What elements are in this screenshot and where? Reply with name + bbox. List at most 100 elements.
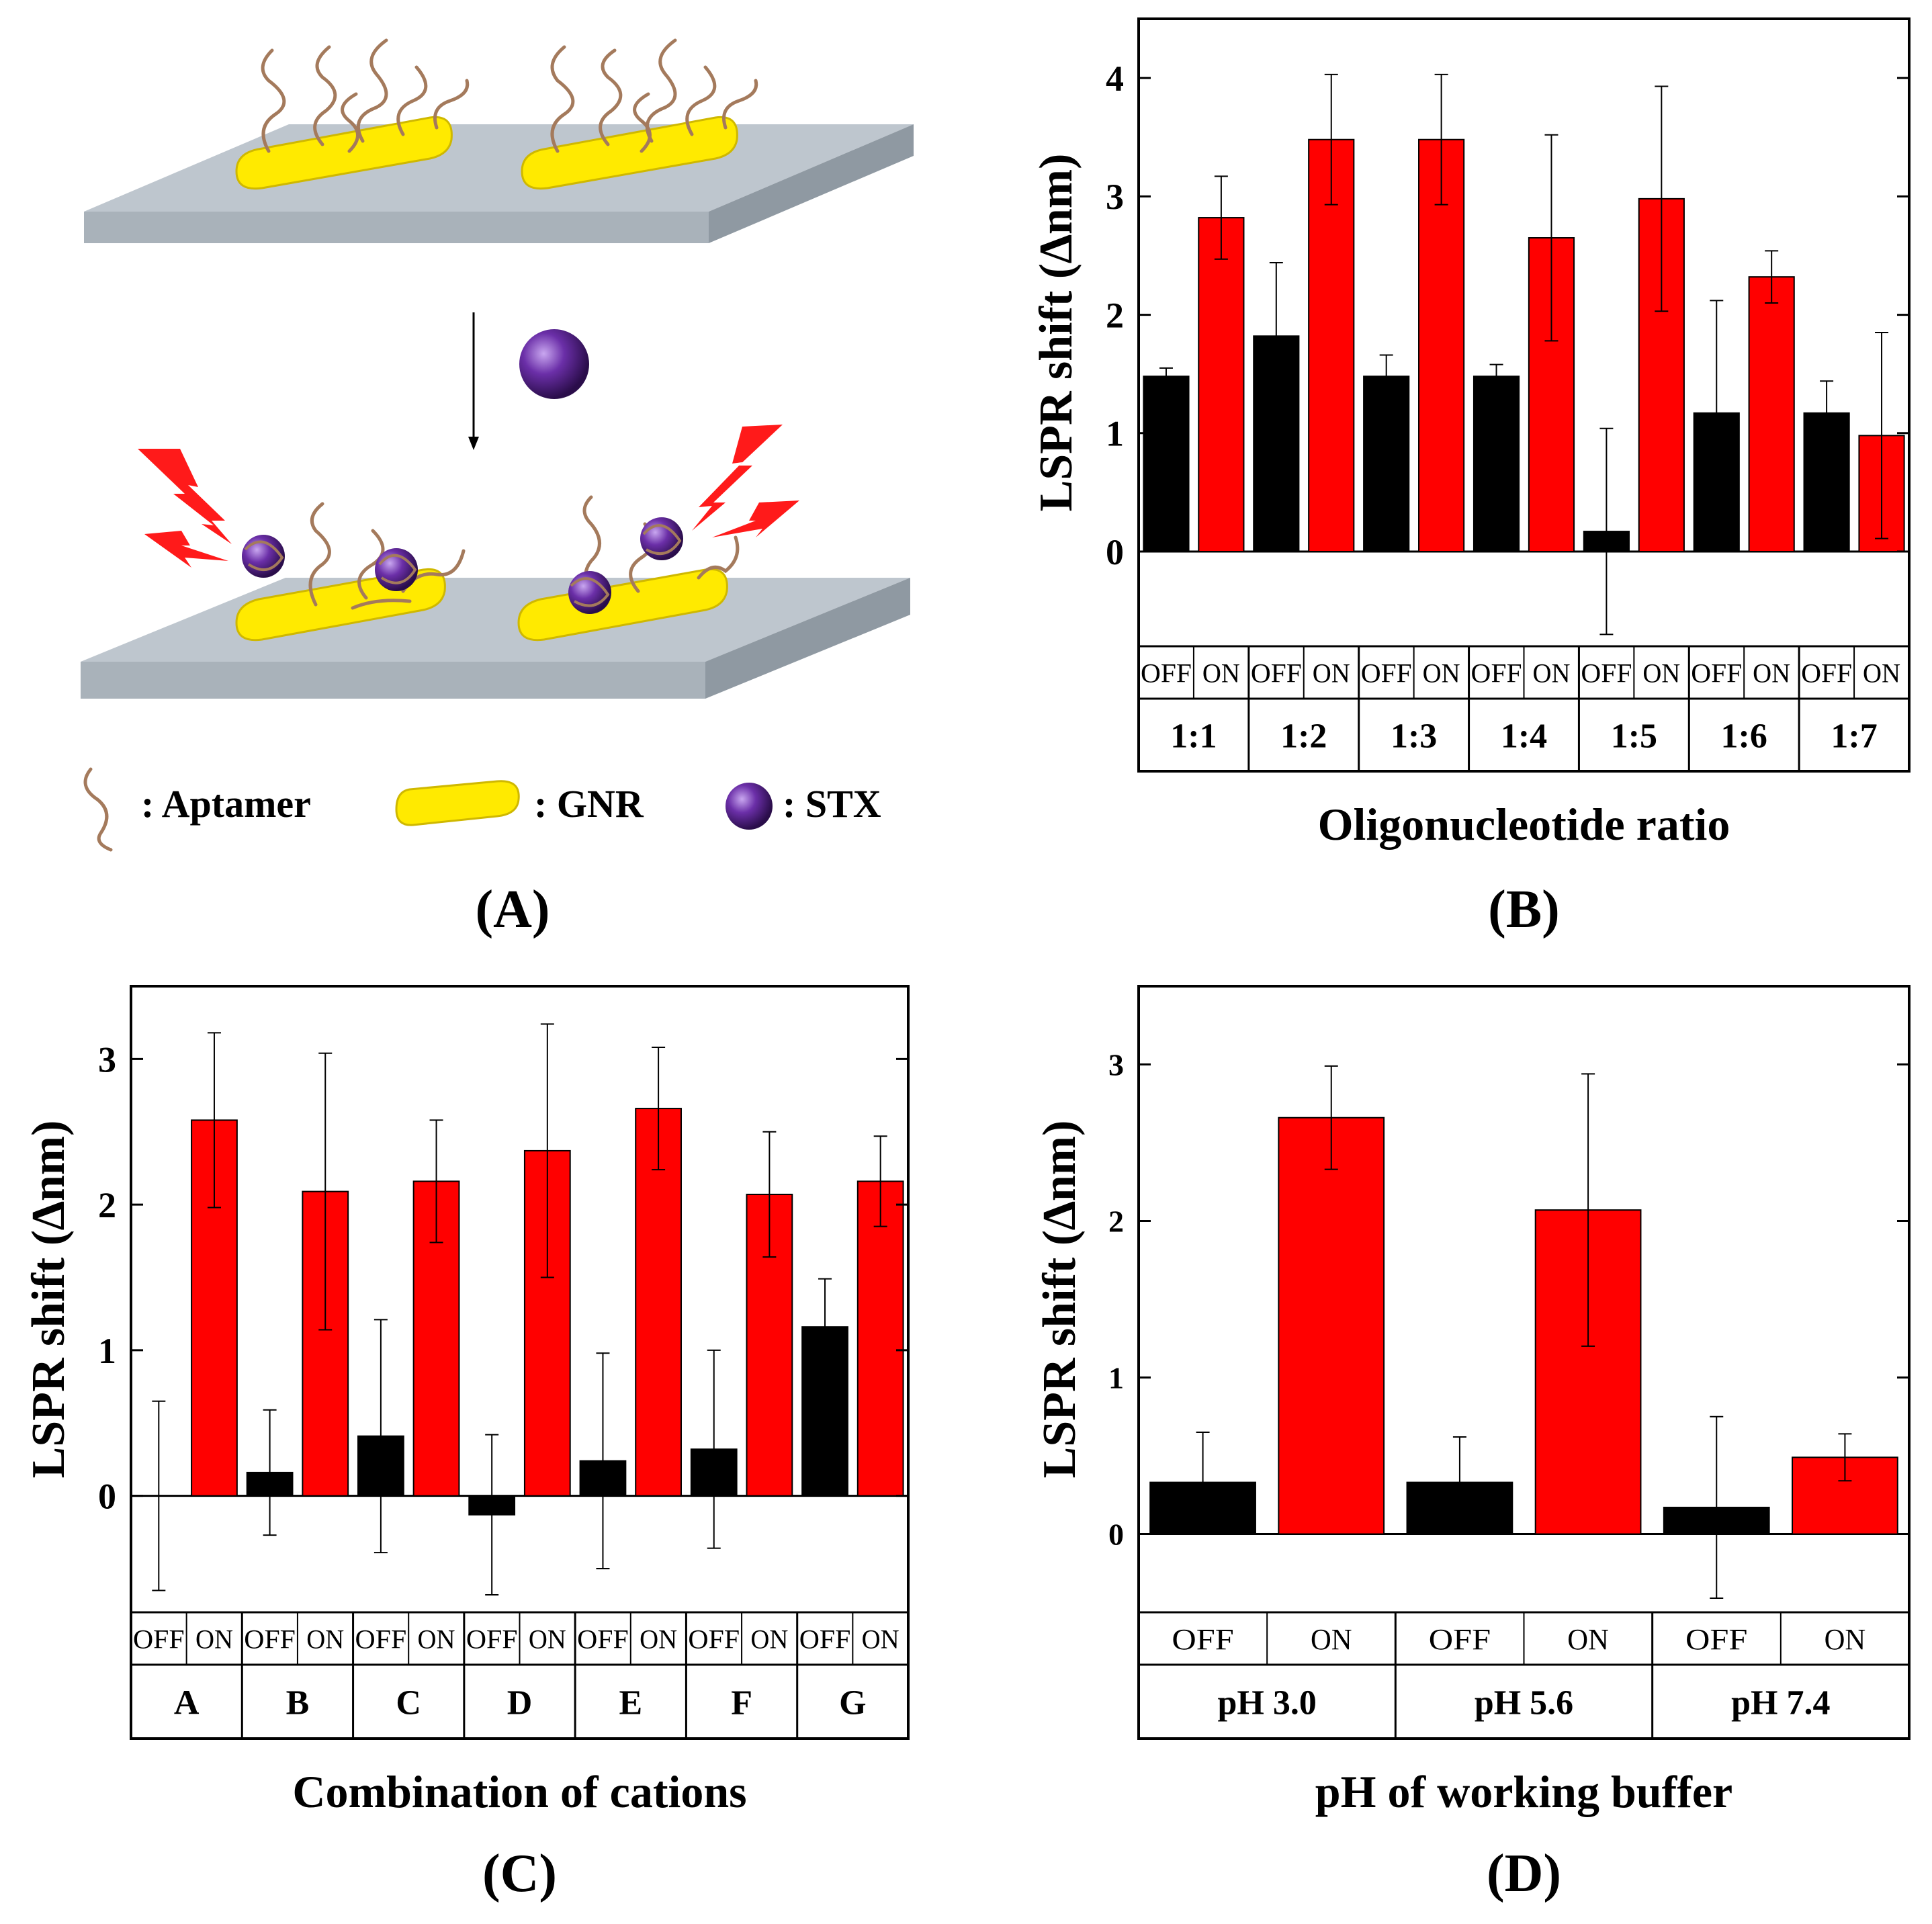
stx-molecule [519, 329, 589, 399]
gnr-icon [395, 780, 520, 826]
category-label: G [839, 1684, 866, 1722]
legend-stx-label: : STX [783, 782, 881, 826]
y-tick-label: 3 [98, 1039, 116, 1080]
sub-category-label: ON [640, 1624, 677, 1654]
aptamer-icon [83, 767, 113, 852]
y-tick-label: 1 [1108, 1361, 1124, 1395]
sub-category-label: ON [1567, 1623, 1609, 1656]
panel-label: (B) [1488, 880, 1560, 939]
sub-category-label: ON [306, 1624, 344, 1654]
y-tick-label: 3 [1108, 1048, 1124, 1082]
category-label: pH 3.0 [1217, 1684, 1316, 1722]
category-label: B [286, 1684, 310, 1722]
gnr-rod [517, 568, 728, 642]
substrate-bottom [81, 578, 910, 699]
sub-category-label: ON [1313, 658, 1350, 688]
sub-category-label: ON [1532, 658, 1570, 688]
panel-label: (C) [482, 1844, 557, 1903]
category-label: C [396, 1684, 421, 1722]
sub-category-label: ON [1753, 658, 1790, 688]
y-tick-label: 3 [1106, 177, 1124, 217]
y-axis-title: LSPR shift (∆nm) [1034, 1121, 1086, 1479]
sub-category-label: OFF [1429, 1623, 1491, 1656]
bar-off [1363, 376, 1410, 553]
sub-category-label: OFF [355, 1624, 407, 1654]
sub-category-label: OFF [1691, 658, 1742, 688]
y-axis-title: LSPR shift (∆nm) [1030, 154, 1082, 512]
x-axis-title: Combination of cations [292, 1766, 746, 1817]
bar-on [1308, 138, 1355, 553]
legend-gnr-label: : GNR [534, 782, 644, 826]
sub-category-label: ON [529, 1624, 566, 1654]
category-label: 1:2 [1280, 717, 1327, 756]
chart-panel-c: 0 1 2 3 OFF ON A OFF ON B OFF ON C OFF ON D OFF ON E OFF ON F… [23, 985, 910, 1903]
bar-on [1278, 1117, 1385, 1535]
sub-category-label: OFF [1471, 658, 1522, 688]
sub-category-label: OFF [1801, 658, 1852, 688]
panel-a-schematic: : Aptamer : GNR : STX (A) [81, 38, 914, 939]
category-label: pH 5.6 [1475, 1684, 1573, 1722]
bar-on [1198, 217, 1245, 553]
sub-category-label: OFF [466, 1624, 518, 1654]
gnr-rod [235, 116, 453, 190]
y-tick-label: 1 [1106, 414, 1124, 454]
legend-aptamer-label: : Aptamer [141, 782, 311, 826]
bar-off [1143, 376, 1190, 553]
substrate-top [84, 124, 914, 243]
sub-category-label: OFF [1685, 1623, 1747, 1656]
sub-category-label: OFF [1251, 658, 1302, 688]
category-label: pH 7.4 [1731, 1684, 1830, 1722]
y-tick-label: 0 [1108, 1518, 1124, 1552]
sub-category-label: ON [1423, 658, 1460, 688]
category-label: D [507, 1684, 533, 1722]
sub-category-label: OFF [133, 1624, 185, 1654]
bar-on [857, 1180, 904, 1497]
y-tick-label: 0 [1106, 532, 1124, 572]
x-axis-title: Oligonucleotide ratio [1318, 799, 1730, 850]
gnr-rod [521, 116, 738, 190]
plot-frame [1137, 985, 1911, 1740]
chart-panel-b: 0 1 2 3 4 OFF ON 1:1 OFF ON 1:2 OFF ON 1:3 OFF ON 1:4 OFF… [1030, 17, 1911, 939]
bar-off [1473, 376, 1520, 553]
category-label: 1:3 [1391, 717, 1437, 756]
sub-category-label: OFF [1141, 658, 1192, 688]
stx-icon [726, 783, 773, 830]
lightning-icon [138, 425, 799, 568]
sub-category-label: OFF [1172, 1623, 1233, 1656]
sub-category-label: OFF [799, 1624, 851, 1654]
sub-category-label: OFF [1581, 658, 1632, 688]
plot-frame [1137, 17, 1911, 773]
sub-category-label: ON [750, 1624, 788, 1654]
sub-category-label: ON [195, 1624, 233, 1654]
bar-on [1748, 276, 1795, 553]
sub-category-label: OFF [1361, 658, 1412, 688]
panel-a-legend: : Aptamer : GNR : STX [83, 767, 881, 852]
x-axis-title: pH of working buffer [1315, 1766, 1732, 1817]
category-label: F [731, 1684, 752, 1722]
category-label: 1:4 [1501, 717, 1547, 756]
sub-category-label: OFF [244, 1624, 296, 1654]
category-label: 1:6 [1721, 717, 1767, 756]
plot-frame [130, 985, 910, 1740]
y-tick-label: 0 [98, 1477, 116, 1517]
sub-category-label: ON [1642, 658, 1680, 688]
aptamer-strands [261, 38, 758, 153]
chart-panel-d: 0 1 2 3 OFF ON pH 3.0 OFF ON pH 5.6 OFF ON pH 7.4 LSP… [1034, 985, 1911, 1903]
panel-label: (A) [475, 880, 550, 939]
sub-category-label: ON [1825, 1623, 1866, 1656]
sub-category-label: ON [1311, 1623, 1352, 1656]
sub-category-label: ON [862, 1624, 899, 1654]
category-label: 1:1 [1170, 717, 1217, 756]
y-tick-label: 2 [1106, 295, 1124, 335]
category-label: 1:5 [1611, 717, 1657, 756]
sub-category-label: ON [418, 1624, 455, 1654]
y-axis-title: LSPR shift (∆nm) [23, 1121, 75, 1479]
y-tick-label: 2 [98, 1185, 116, 1225]
sub-category-label: OFF [688, 1624, 740, 1654]
sub-category-label: ON [1863, 658, 1900, 688]
reaction-arrow [468, 312, 479, 450]
category-label: A [174, 1684, 200, 1722]
stx-bound [568, 571, 611, 614]
bar-on [1418, 138, 1465, 553]
